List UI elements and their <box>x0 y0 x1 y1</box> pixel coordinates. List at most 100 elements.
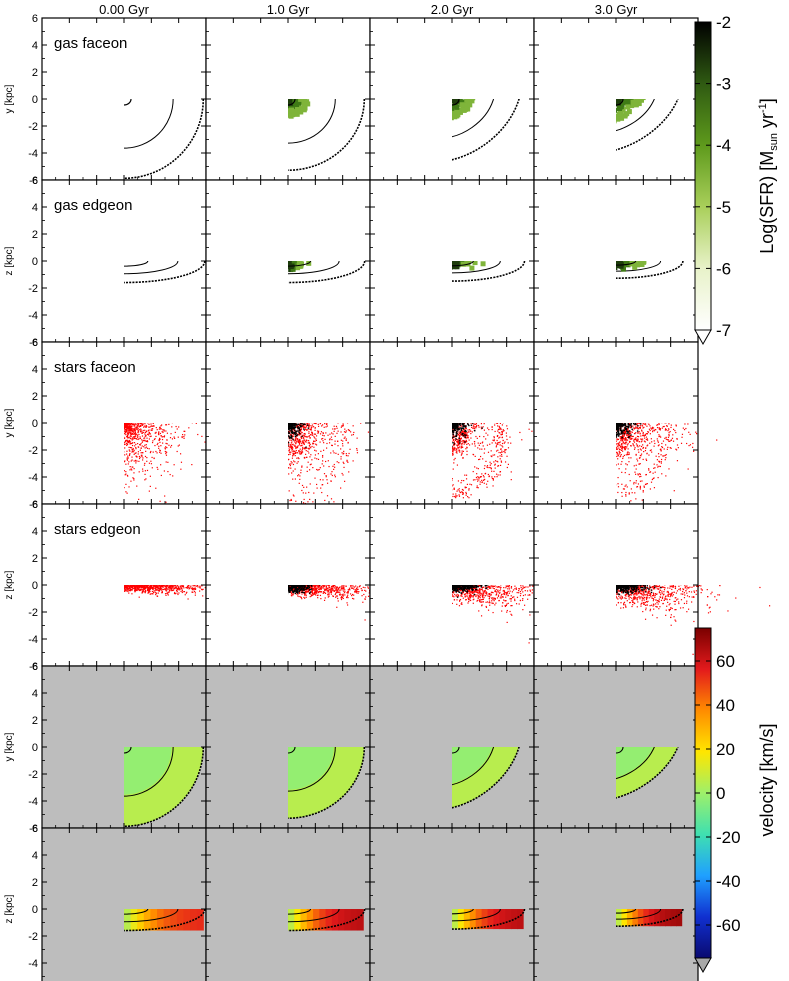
star-particle <box>352 425 354 427</box>
star-particle <box>289 439 291 441</box>
sfr-pixel <box>291 105 297 111</box>
star-particle <box>127 475 129 477</box>
star-particle <box>138 455 141 458</box>
star-particle <box>124 423 126 424</box>
star-particle <box>148 432 151 434</box>
star-particle <box>128 453 131 455</box>
gas-mid-contour <box>616 99 658 134</box>
star-particle <box>319 441 321 443</box>
star-particle <box>341 452 343 454</box>
star-particle <box>289 499 291 502</box>
star-particle <box>166 446 168 449</box>
star-particle <box>151 429 153 432</box>
star-particle <box>170 444 173 447</box>
sfr-pixel <box>452 111 454 117</box>
star-particle <box>159 450 162 452</box>
star-particle <box>308 452 310 454</box>
star-particle <box>23 356 24 357</box>
star-particle <box>138 457 141 460</box>
star-particle <box>142 431 144 434</box>
sfr-pixel <box>630 99 636 105</box>
star-particle <box>144 429 146 431</box>
star-particle <box>141 423 143 425</box>
star-particle <box>127 433 129 435</box>
star-particle <box>156 452 158 454</box>
star-particle <box>155 431 157 433</box>
star-particle <box>136 423 138 424</box>
star-particle <box>305 435 307 438</box>
star-particle <box>303 425 305 427</box>
star-particle <box>151 467 153 469</box>
star-particle <box>37 442 38 443</box>
star-particle <box>131 459 133 461</box>
star-particle <box>168 423 170 426</box>
star-particle <box>323 442 325 444</box>
star-particle <box>131 451 133 453</box>
star-particle <box>124 426 125 428</box>
star-particle <box>151 456 153 459</box>
star-particle <box>138 425 140 427</box>
star-particle <box>337 445 339 447</box>
star-particle <box>305 426 307 428</box>
sfr-pixel <box>622 99 628 102</box>
sfr-pixel <box>464 99 470 100</box>
star-particle <box>315 435 318 437</box>
star-particle <box>288 445 290 447</box>
star-particle <box>169 437 172 439</box>
star-particle <box>125 439 127 442</box>
star-particle <box>145 478 147 480</box>
star-particle <box>334 474 336 476</box>
star-particle <box>157 442 159 445</box>
star-particle <box>319 479 321 481</box>
gas-mid-contour <box>452 99 496 139</box>
star-particle <box>150 460 152 462</box>
star-particle <box>126 423 128 424</box>
star-particle <box>153 438 156 441</box>
gas-outer-contour <box>616 99 683 154</box>
star-particle <box>188 427 190 429</box>
star-particle <box>308 445 311 447</box>
star-particle <box>164 450 166 453</box>
star-particle <box>148 432 150 434</box>
sfr-pixel <box>452 99 456 103</box>
sfr-pixel <box>635 100 641 106</box>
star-particle <box>343 437 345 439</box>
star-particle <box>292 470 294 472</box>
sfr-pixel <box>288 101 290 107</box>
star-particle <box>333 468 335 470</box>
star-particle <box>128 428 130 431</box>
star-particle <box>149 433 152 435</box>
sfr-pixel <box>616 100 621 106</box>
star-particle <box>144 435 146 437</box>
star-particle <box>131 466 133 468</box>
star-particle <box>177 445 179 447</box>
sfr-pixel <box>457 99 463 105</box>
panel-r0-c3 <box>533 17 699 181</box>
star-particle <box>142 440 144 442</box>
star-particle <box>161 424 163 426</box>
star-particle <box>128 428 130 430</box>
sfr-pixel <box>470 99 476 101</box>
star-particle <box>330 436 333 438</box>
star-particle <box>145 434 147 436</box>
star-particle <box>138 433 140 436</box>
star-particle <box>151 428 153 430</box>
star-particle <box>356 449 358 451</box>
star-particle <box>288 443 290 445</box>
star-particle <box>130 428 132 430</box>
star-particle <box>130 429 132 432</box>
panel-background <box>42 18 206 180</box>
star-particle <box>300 442 302 444</box>
star-particle <box>145 450 147 452</box>
star-particle <box>298 457 300 460</box>
star-particle <box>126 425 128 427</box>
star-particle <box>131 442 133 445</box>
star-particle <box>124 474 126 476</box>
star-particle <box>141 431 143 433</box>
star-particle <box>134 423 136 425</box>
panel-content <box>288 423 378 523</box>
star-particle <box>134 429 136 431</box>
star-particle <box>165 442 167 445</box>
star-particle <box>316 483 318 486</box>
star-particle <box>142 429 144 432</box>
